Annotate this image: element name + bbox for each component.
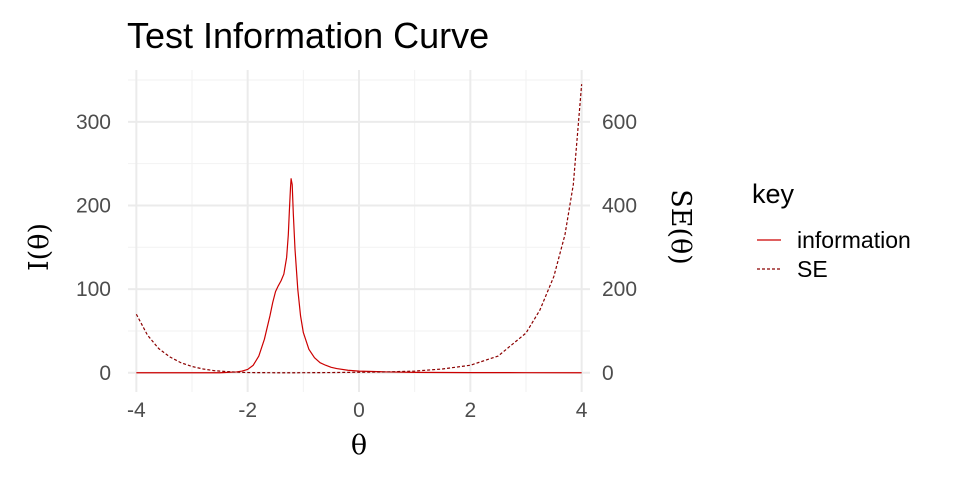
x-tick-label: -2: [238, 399, 257, 422]
x-tick-label: 0: [353, 399, 365, 422]
y-left-tick-label: 200: [76, 194, 111, 217]
x-axis-title: θ: [351, 430, 367, 461]
series-line-information: [136, 178, 582, 374]
legend-title: key: [752, 179, 795, 209]
y-right-tick-label: 0: [602, 362, 614, 385]
y-left-tick-label: 0: [99, 362, 111, 385]
x-tick-labels: -4 -2 0 2 4: [127, 399, 588, 422]
y-left-tick-label: 300: [76, 111, 111, 134]
series-layer: [135, 84, 583, 374]
y-left-tick-label: 100: [76, 278, 111, 301]
y-left-axis-title: I(θ): [24, 223, 55, 271]
y-right-axis-title: SE(θ): [665, 189, 696, 265]
legend-label-se: SE: [797, 256, 828, 282]
y-right-tick-label: 400: [602, 194, 637, 217]
legend: key information SE: [752, 179, 911, 282]
y-left-tick-labels: 0 100 200 300: [76, 111, 111, 385]
chart-title: Test Information Curve: [127, 15, 489, 56]
x-tick-label: 2: [464, 399, 476, 422]
y-right-tick-labels: 0 200 400 600: [602, 111, 637, 385]
grid-major: [128, 70, 590, 392]
legend-label-information: information: [797, 227, 911, 253]
y-right-tick-label: 200: [602, 278, 637, 301]
x-tick-label: 4: [576, 399, 588, 422]
y-right-tick-label: 600: [602, 111, 637, 134]
series-line-se: [135, 84, 583, 374]
x-tick-label: -4: [127, 399, 146, 422]
